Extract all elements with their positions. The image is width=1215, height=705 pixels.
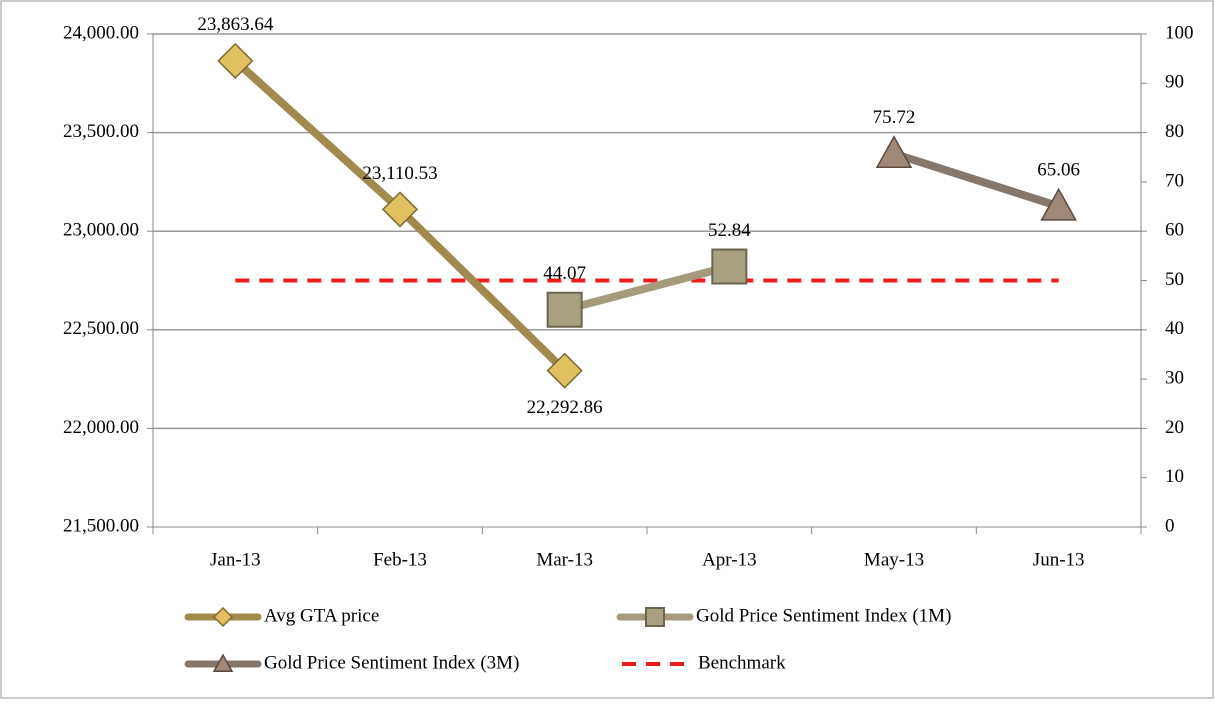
x-tick-label: Mar-13 [536,549,593,570]
series-line [560,262,734,314]
y2-tick-label: 70 [1165,170,1184,191]
x-tick-label: Apr-13 [702,549,757,570]
x-tick-label: Jun-13 [1033,549,1085,570]
data-label: 23,110.53 [362,163,437,184]
y2-tick-label: 10 [1165,466,1184,487]
y2-tick-label: 40 [1165,318,1184,339]
y2-tick-label: 60 [1165,220,1184,241]
marker-diamond [212,606,234,628]
legend-label: Avg GTA price [264,605,379,626]
y-tick-label: 24,000.00 [63,22,139,43]
marker-square [546,291,583,328]
legend-label: Gold Price Sentiment Index (1M) [696,605,951,626]
y-tick-label: 23,000.00 [63,220,139,241]
y2-tick-label: 30 [1165,367,1184,388]
data-label: 23,863.64 [197,14,274,35]
y-tick-label: 22,000.00 [63,417,139,438]
y2-tick-label: 100 [1165,22,1194,43]
x-tick-label: Feb-13 [373,549,427,570]
y2-tick-label: 80 [1165,121,1184,142]
marker-triangle [875,135,913,169]
data-label: 52.84 [708,220,751,241]
marker-square [711,248,748,285]
legend-label: Gold Price Sentiment Index (3M) [264,652,519,673]
y2-tick-label: 90 [1165,72,1184,93]
y2-tick-label: 50 [1165,269,1184,290]
data-label: 75.72 [873,107,916,128]
y2-tick-label: 0 [1165,515,1175,536]
marker-triangle [1040,187,1077,221]
marker-diamond [381,191,419,228]
data-label: 44.07 [543,263,586,284]
y-tick-label: 21,500.00 [63,515,139,536]
data-label: 65.06 [1037,160,1080,181]
data-label: 22,292.86 [527,397,603,418]
y-tick-label: 23,500.00 [63,121,139,142]
x-tick-label: May-13 [864,549,924,570]
marker-diamond [546,352,583,389]
marker-triangle [212,653,234,672]
legend-label: Benchmark [698,652,786,673]
series-line [890,149,1063,211]
y2-tick-label: 20 [1165,417,1184,438]
y-tick-label: 22,500.00 [63,318,139,339]
marker-diamond [217,42,254,79]
x-tick-label: Jan-13 [210,549,261,570]
marker-square [645,607,665,627]
